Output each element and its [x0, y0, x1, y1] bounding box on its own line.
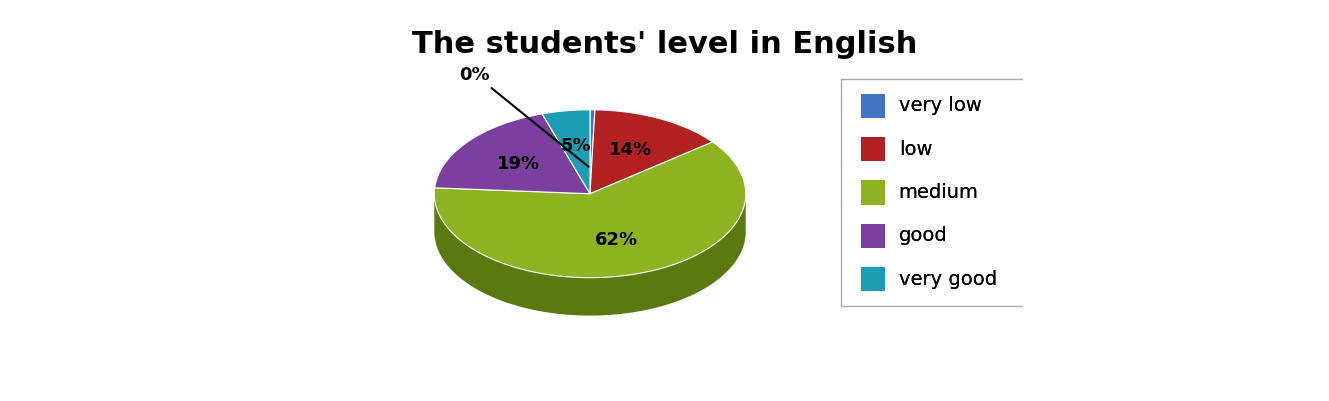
Text: very low: very low [898, 96, 982, 115]
Bar [861, 93, 885, 118]
Polygon shape [542, 110, 590, 194]
Bar [861, 180, 885, 205]
Text: medium: medium [898, 183, 978, 202]
Text: low: low [898, 140, 932, 158]
Polygon shape [435, 142, 746, 277]
Bar [861, 180, 885, 205]
Text: very good: very good [898, 269, 997, 289]
Text: 0%: 0% [460, 66, 589, 167]
Polygon shape [435, 194, 746, 316]
Bar [861, 223, 885, 248]
Polygon shape [590, 110, 712, 194]
Bar [861, 267, 885, 291]
Text: medium: medium [898, 183, 978, 202]
Bar [840, 79, 1065, 306]
Polygon shape [590, 110, 595, 194]
Text: good: good [898, 226, 948, 245]
Text: 19%: 19% [497, 155, 541, 173]
Bar [861, 93, 885, 118]
Text: 62%: 62% [595, 231, 638, 249]
Text: 5%: 5% [561, 137, 591, 155]
Bar [861, 223, 885, 248]
Text: very good: very good [898, 269, 997, 289]
Bar [861, 137, 885, 161]
Text: 14%: 14% [609, 141, 653, 159]
Bar [861, 137, 885, 161]
Text: good: good [898, 226, 948, 245]
Polygon shape [435, 114, 590, 194]
Text: low: low [898, 140, 932, 158]
Text: very low: very low [898, 96, 982, 115]
Text: The students' level in English: The students' level in English [412, 30, 917, 59]
Bar [861, 267, 885, 291]
